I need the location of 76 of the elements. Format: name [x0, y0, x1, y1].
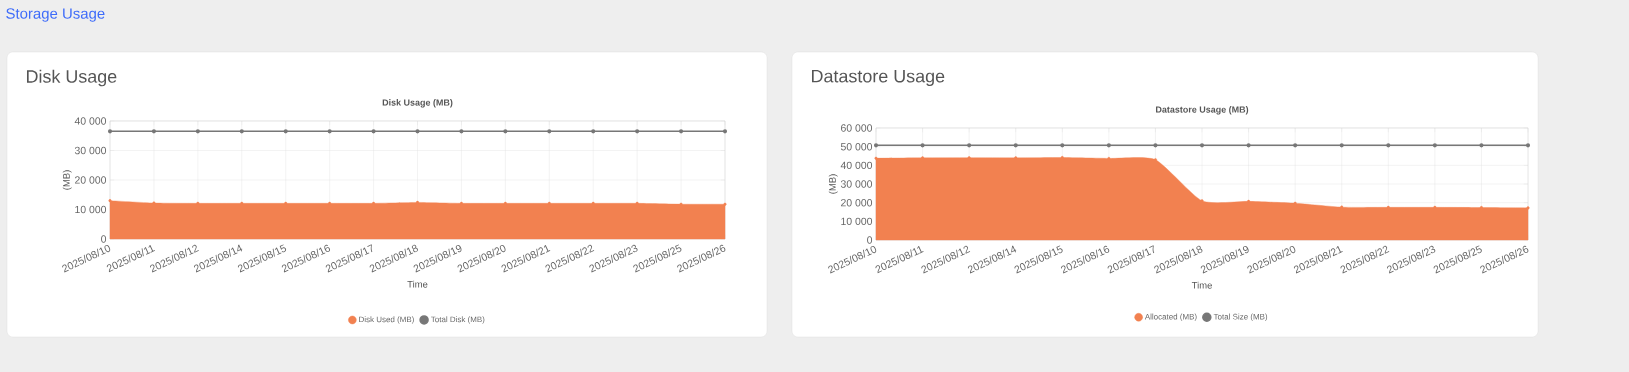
y-tick-label: 30 000	[74, 146, 107, 155]
y-tick-label: 0	[867, 236, 873, 244]
point	[372, 201, 376, 205]
chart-subtitle: Datastore Usage (MB)	[1156, 106, 1249, 115]
point	[1013, 143, 1018, 148]
y-tick-label: 60 000	[841, 124, 873, 132]
chart-subtitle: Disk Usage (MB)	[382, 99, 453, 108]
y-axis-title: (MB)	[62, 170, 72, 190]
point	[874, 156, 878, 160]
point	[459, 129, 464, 134]
y-tick-label: 30 000	[840, 180, 873, 188]
chart-title: Datastore Usage	[812, 69, 945, 87]
point	[635, 129, 640, 134]
point	[284, 201, 288, 205]
point	[196, 201, 200, 205]
point	[1293, 143, 1298, 148]
y-tick-label: 0	[101, 235, 107, 243]
chart-title: Disk Usage	[26, 69, 117, 87]
point	[503, 201, 507, 205]
point	[459, 201, 463, 205]
point	[107, 129, 113, 134]
point	[240, 201, 244, 205]
point	[1199, 143, 1205, 148]
point	[195, 129, 200, 134]
point	[873, 143, 879, 148]
point	[1107, 156, 1111, 160]
x-axis-title: Time	[407, 280, 428, 288]
point	[503, 129, 508, 134]
point	[239, 129, 244, 134]
point	[1153, 158, 1157, 162]
point	[1479, 143, 1484, 148]
point	[1153, 143, 1158, 148]
point	[1060, 143, 1065, 148]
y-tick-label: 50 000	[840, 142, 873, 151]
y-tick-label: 40 000	[74, 117, 107, 125]
point	[591, 129, 596, 134]
y-tick-label: 20 000	[75, 176, 107, 184]
point	[679, 129, 684, 134]
point	[1247, 199, 1251, 203]
point	[547, 201, 551, 205]
point	[722, 129, 728, 134]
point	[1200, 199, 1204, 203]
point	[1432, 143, 1437, 148]
point	[967, 143, 972, 148]
point	[1340, 205, 1344, 209]
y-tick-label: 10 000	[75, 205, 107, 214]
point	[1060, 155, 1064, 159]
point	[151, 129, 156, 134]
point	[1246, 143, 1251, 148]
x-axis-title: Time	[1191, 281, 1212, 289]
point	[1339, 143, 1344, 148]
point	[1526, 206, 1530, 210]
point	[1386, 143, 1391, 148]
point	[108, 199, 112, 203]
y-tick-label: 10 000	[841, 217, 873, 226]
point	[327, 129, 332, 134]
point	[1106, 143, 1111, 148]
point	[723, 202, 727, 206]
point	[1525, 143, 1531, 148]
point	[328, 201, 332, 205]
point	[1433, 205, 1437, 209]
point	[679, 202, 683, 206]
point	[1293, 201, 1297, 205]
point	[415, 129, 420, 134]
point	[591, 201, 595, 205]
point	[920, 143, 925, 148]
y-axis-title: (MB)	[828, 174, 838, 194]
point	[283, 129, 288, 134]
y-tick-label: 40 000	[840, 161, 873, 170]
point	[547, 129, 552, 134]
point	[371, 129, 376, 134]
text: Storage Usage	[6, 8, 105, 22]
y-tick-label: 20 000	[841, 198, 873, 207]
point	[1386, 205, 1390, 209]
point	[416, 200, 419, 204]
point	[635, 201, 639, 205]
